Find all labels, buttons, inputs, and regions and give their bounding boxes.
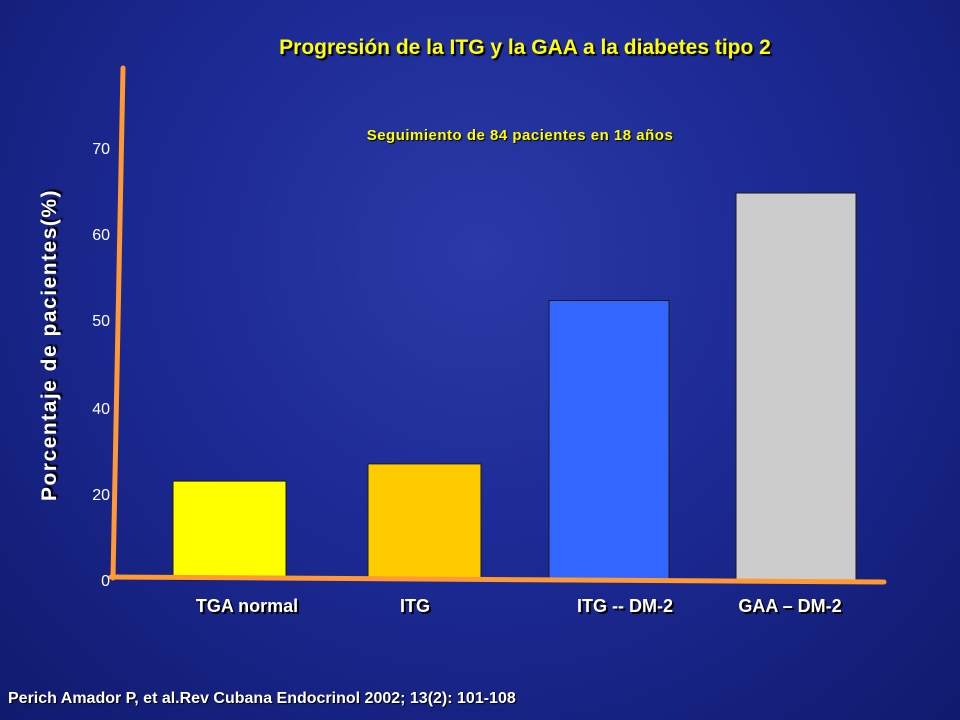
y-tick-label: 0 xyxy=(101,573,110,590)
category-label-shadow: ITG -- DM-2 xyxy=(579,598,675,618)
bars-group xyxy=(172,192,857,581)
category-label-3: ITG -- DM-2 xyxy=(577,596,673,616)
axes-group xyxy=(108,65,887,585)
bar-2 xyxy=(367,463,482,581)
chart-title: Progresión de la ITG y la GAA a la diabe… xyxy=(279,36,771,59)
bar-4 xyxy=(735,192,857,581)
category-label-shadow: ITG xyxy=(402,598,432,618)
y-tick-label: 60 xyxy=(92,227,110,244)
category-label-shadow: GAA – DM-2 xyxy=(740,598,843,618)
citation: Perich Amador P, et al.Rev Cubana Endocr… xyxy=(8,690,516,707)
y-axis-line xyxy=(110,65,126,581)
category-label-1: TGA normal xyxy=(196,596,298,616)
y-tick-label: 40 xyxy=(92,401,110,418)
bar-3 xyxy=(548,300,670,581)
category-label-shadow: TGA normal xyxy=(198,598,300,618)
y-ticks-group: 0 20 40 50 60 70 xyxy=(92,141,110,590)
chart-subtitle: Seguimiento de 84 pacientes en 18 años xyxy=(366,127,674,144)
y-tick-label: 70 xyxy=(92,141,110,158)
x-axis-line xyxy=(108,574,887,585)
y-tick-label: 20 xyxy=(92,487,110,504)
category-label-2: ITG xyxy=(400,596,430,616)
bar-1 xyxy=(172,480,287,581)
y-tick-label: 50 xyxy=(92,313,110,330)
category-label-4: GAA – DM-2 xyxy=(738,596,841,616)
